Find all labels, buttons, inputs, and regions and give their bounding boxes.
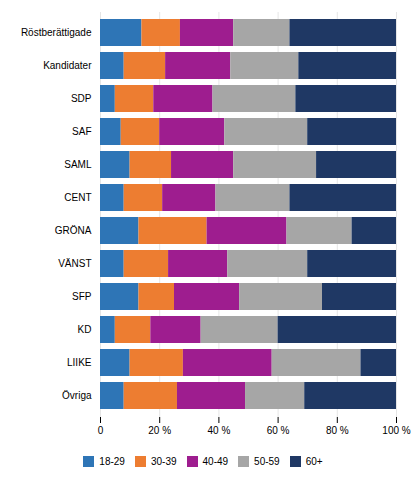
svg-text:SAML: SAML — [64, 159, 92, 170]
html-text:50-59: 50-59 — [254, 456, 280, 467]
svg-text:60 %: 60 % — [267, 425, 290, 436]
svg-text:40 %: 40 % — [208, 425, 231, 436]
svg-text:LIIKE: LIIKE — [67, 357, 92, 368]
html-text:60+: 60+ — [305, 456, 323, 467]
svg-text:100 %: 100 % — [382, 425, 410, 436]
svg-text:0: 0 — [98, 425, 104, 436]
svg-text:VÄNST: VÄNST — [58, 258, 91, 269]
svg-text:CENT: CENT — [64, 192, 91, 203]
svg-text:Kandidater: Kandidater — [43, 60, 92, 71]
svg-text:SFP: SFP — [72, 291, 92, 302]
html-text:30-39: 30-39 — [150, 456, 177, 467]
svg-text:SAF: SAF — [72, 126, 91, 137]
svg-text:KD: KD — [78, 324, 92, 335]
svg-text:Röstberättigade: Röstberättigade — [21, 27, 92, 38]
svg-text:SDP: SDP — [71, 93, 92, 104]
svg-text:Övriga: Övriga — [62, 390, 92, 401]
html-text:40-49: 40-49 — [202, 456, 229, 467]
svg-text:20 %: 20 % — [148, 425, 171, 436]
svg-text:80 %: 80 % — [326, 425, 349, 436]
svg-text:GRÖNA: GRÖNA — [55, 225, 92, 236]
html-text:18-29: 18-29 — [99, 456, 125, 467]
